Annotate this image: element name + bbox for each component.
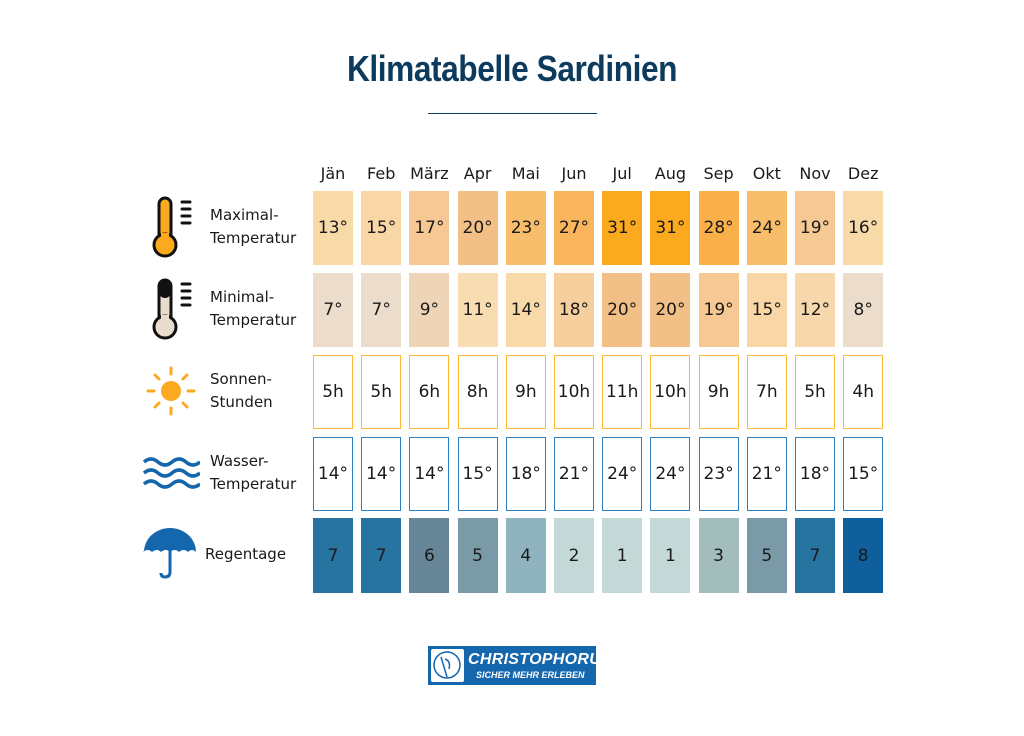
row-label-line2: Stunden [210, 393, 273, 411]
month-header: Mai [511, 164, 540, 183]
thermometer-hot-icon [152, 196, 192, 258]
month-header: Dez [847, 164, 879, 183]
christophorus-logo: CHRISTOPHORUS SICHER MEHR ERLEBEN [428, 646, 612, 685]
table-cell: 13° [313, 191, 353, 265]
table-cell: 15° [746, 273, 787, 347]
table-cell: 9° [409, 273, 450, 347]
row-label-line1: Sonnen- [210, 370, 272, 388]
table-cell: 9h [505, 355, 546, 429]
sun-icon [146, 366, 196, 416]
row-label-line1: Maximal- [210, 206, 279, 224]
table-cell: 7 [361, 518, 402, 593]
table-cell: 14° [409, 437, 450, 511]
table-cell: 23° [505, 191, 546, 265]
thermometer-cold-icon [152, 278, 192, 340]
row-label-line2: Temperatur [210, 229, 297, 247]
table-cell: 8° [843, 273, 884, 347]
table-cell: 15° [843, 437, 884, 511]
row-label: Regentage [205, 543, 286, 566]
table-cell: 11h [602, 355, 643, 429]
table-cell: 20° [457, 191, 498, 265]
title-divider [428, 113, 597, 114]
table-cell: 24° [650, 437, 691, 511]
table-cell: 2 [554, 518, 594, 593]
table-cell: 24° [746, 191, 787, 265]
logo-name: CHRISTOPHORUS [468, 651, 613, 668]
table-cell: 1 [650, 518, 691, 593]
table-cell: 28° [698, 191, 739, 265]
table-cell: 31° [602, 191, 643, 265]
page-title: Klimatabelle Sardinien [346, 48, 678, 89]
table-cell: 7 [313, 518, 353, 593]
table-cell: 14° [313, 437, 353, 511]
table-cell: 5h [795, 355, 835, 429]
table-cell: 8 [843, 518, 884, 593]
table-cell: 17° [409, 191, 450, 265]
month-header: Jun [561, 164, 587, 183]
table-cell: 9h [698, 355, 739, 429]
table-cell: 10h [650, 355, 691, 429]
table-cell: 14° [505, 273, 546, 347]
table-cell: 20° [602, 273, 643, 347]
month-header: Nov [799, 164, 831, 183]
month-header: März [410, 164, 449, 183]
month-header: Jul [612, 164, 632, 183]
table-cell: 23° [698, 437, 739, 511]
table-cell: 12° [795, 273, 835, 347]
table-cell: 16° [843, 191, 884, 265]
table-cell: 4h [843, 355, 884, 429]
table-cell: 1 [602, 518, 643, 593]
month-header: Sep [703, 164, 734, 183]
row-label-line1: Minimal- [210, 288, 275, 306]
table-cell: 21° [554, 437, 594, 511]
table-cell: 14° [361, 437, 402, 511]
table-cell: 18° [795, 437, 835, 511]
month-header: Aug [654, 164, 687, 183]
table-cell: 11° [457, 273, 498, 347]
table-cell: 7 [795, 518, 835, 593]
row-label-line1: Regentage [205, 545, 287, 563]
table-cell: 31° [650, 191, 691, 265]
table-cell: 20° [650, 273, 691, 347]
row-label: Sonnen- Stunden [210, 368, 273, 414]
table-cell: 10h [554, 355, 594, 429]
row-label: Wasser- Temperatur [210, 450, 296, 496]
table-cell: 3 [698, 518, 739, 593]
table-cell: 18° [505, 437, 546, 511]
logo-emblem [431, 649, 464, 682]
table-cell: 5h [361, 355, 402, 429]
table-cell: 6 [409, 518, 450, 593]
table-cell: 18° [554, 273, 594, 347]
table-cell: 7° [361, 273, 402, 347]
table-cell: 19° [698, 273, 739, 347]
row-label-line1: Wasser- [210, 452, 269, 470]
row-label: Minimal- Temperatur [210, 286, 296, 332]
row-label-line2: Temperatur [210, 475, 297, 493]
month-header: Feb [367, 164, 396, 183]
row-label: Maximal- Temperatur [210, 204, 296, 250]
table-cell: 15° [361, 191, 402, 265]
table-cell: 8h [457, 355, 498, 429]
table-cell: 5h [313, 355, 353, 429]
table-cell: 27° [554, 191, 594, 265]
table-cell: 4 [505, 518, 546, 593]
table-cell: 15° [457, 437, 498, 511]
month-header: Apr [463, 164, 492, 183]
table-cell: 19° [795, 191, 835, 265]
table-cell: 24° [602, 437, 643, 511]
row-label-line2: Temperatur [210, 311, 297, 329]
table-cell: 5 [746, 518, 787, 593]
month-header: Jän [320, 164, 346, 183]
table-cell: 21° [746, 437, 787, 511]
logo-tagline: SICHER MEHR ERLEBEN [476, 670, 585, 680]
waves-icon [142, 457, 200, 489]
table-cell: 7h [746, 355, 787, 429]
table-cell: 7° [313, 273, 353, 347]
table-cell: 6h [409, 355, 450, 429]
umbrella-icon [143, 528, 196, 579]
table-cell: 5 [457, 518, 498, 593]
month-header: Okt [752, 164, 781, 183]
